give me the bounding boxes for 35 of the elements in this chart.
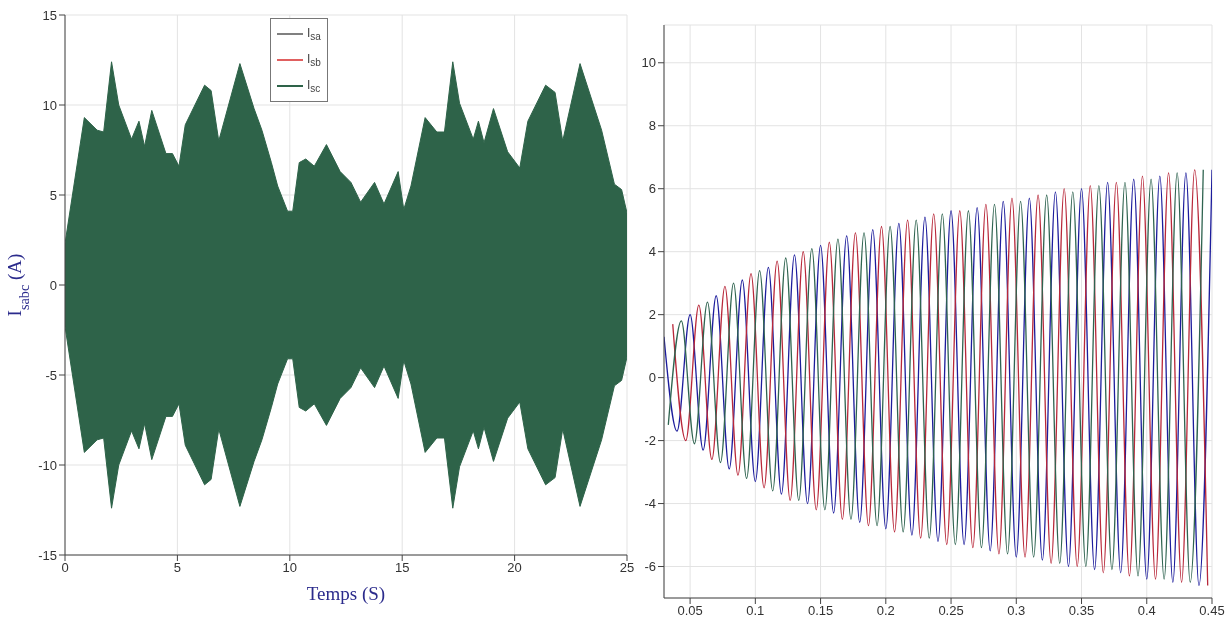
x-tick-label: 0.1 bbox=[746, 603, 765, 619]
y-tick-label: -6 bbox=[644, 559, 656, 575]
x-tick-label: 0.3 bbox=[1007, 603, 1026, 619]
y-tick-label: -15 bbox=[38, 547, 57, 563]
x-tick-label: 10 bbox=[282, 560, 298, 576]
y-tick-label: -4 bbox=[644, 496, 656, 512]
x-tick-label: 25 bbox=[619, 560, 635, 576]
x-tick-label: 0.2 bbox=[876, 603, 895, 619]
legend-label: I$_{sc}$ bbox=[307, 77, 321, 95]
x-tick-label: 20 bbox=[507, 560, 522, 576]
legend-label: I$_{sa}$ bbox=[307, 25, 321, 43]
y-tick-label: -2 bbox=[644, 433, 656, 449]
y-tick-label: 0 bbox=[648, 370, 656, 386]
x-tick-label: 0.4 bbox=[1137, 603, 1156, 619]
y-tick-label: 6 bbox=[648, 181, 656, 197]
x-axis-title: Temps (S) bbox=[306, 583, 386, 605]
y-tick-label: 10 bbox=[641, 55, 656, 71]
y-tick-label: 4 bbox=[648, 244, 656, 260]
legend-label: I$_{sb}$ bbox=[307, 51, 321, 69]
x-tick-label: 0 bbox=[61, 560, 69, 576]
y-tick-label: -10 bbox=[38, 457, 57, 473]
y-tick-label: 0 bbox=[49, 277, 57, 293]
y-tick-label: 10 bbox=[42, 97, 57, 113]
y-tick-label: 8 bbox=[648, 118, 656, 134]
y-tick-label: 2 bbox=[648, 307, 656, 323]
x-tick-label: 0.25 bbox=[938, 603, 964, 619]
x-tick-label: 0.15 bbox=[807, 603, 834, 619]
y-tick-label: 5 bbox=[49, 187, 57, 203]
x-tick-label: 5 bbox=[173, 560, 182, 576]
x-tick-label: 0.35 bbox=[1068, 603, 1095, 619]
x-tick-label: 0.05 bbox=[677, 603, 703, 619]
y-tick-label: -5 bbox=[45, 367, 57, 383]
y-tick-label: 15 bbox=[42, 7, 57, 23]
x-tick-label: 15 bbox=[394, 560, 410, 576]
x-tick-label: 0.45 bbox=[1199, 603, 1225, 619]
